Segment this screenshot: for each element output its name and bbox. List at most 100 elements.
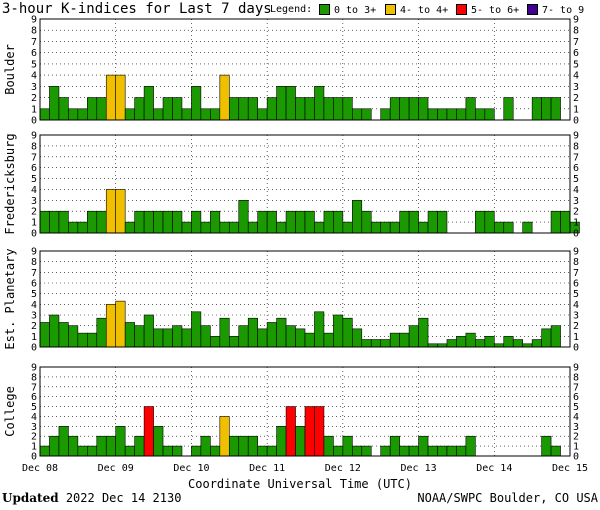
k-bar — [143, 406, 154, 457]
k-bar — [143, 86, 154, 121]
k-bar — [285, 406, 296, 457]
k-bar — [408, 210, 419, 234]
k-bar — [418, 221, 429, 234]
k-bar — [200, 108, 211, 121]
y-tick-label-right: 7 — [573, 152, 579, 163]
y-tick-label-left: 9 — [31, 363, 37, 374]
k-bar — [427, 445, 438, 457]
y-tick-label-right: 9 — [573, 15, 579, 26]
k-bar — [361, 339, 372, 348]
k-bar — [389, 221, 400, 234]
y-tick-label-right: 0 — [573, 229, 579, 240]
k-bar — [503, 336, 514, 348]
k-bar — [352, 445, 363, 457]
legend-text-red: 5- to 6+ — [471, 5, 520, 16]
k-bar — [437, 445, 448, 457]
k-bar — [285, 210, 296, 234]
x-tick-label: Dec 13 — [401, 463, 437, 474]
y-tick-label-left: 3 — [31, 82, 37, 93]
legend-text-purple: 7- to 9 — [542, 5, 585, 16]
x-tick-label: Dec 12 — [325, 463, 361, 474]
y-tick-label-right: 6 — [573, 279, 579, 290]
k-bar — [39, 108, 50, 121]
k-bar — [550, 210, 561, 234]
k-bar — [143, 210, 154, 234]
k-bar — [380, 221, 391, 234]
y-tick-label-left: 5 — [31, 174, 37, 185]
k-bar — [550, 445, 561, 457]
k-bar — [200, 325, 211, 348]
k-bar — [105, 435, 117, 457]
k-bar — [228, 435, 240, 457]
k-bar — [323, 332, 334, 348]
k-bar — [68, 435, 79, 457]
k-bar — [418, 317, 429, 348]
k-bar — [446, 339, 457, 348]
k-bar — [342, 221, 353, 234]
y-tick-label-left: 4 — [31, 185, 37, 196]
k-bar — [446, 445, 457, 457]
k-bar — [105, 189, 117, 234]
k-bar — [77, 445, 88, 457]
k-bar — [134, 325, 145, 348]
station-label: Fredericksburg — [3, 133, 17, 234]
k-bar — [276, 86, 287, 121]
k-bar — [257, 445, 268, 457]
k-bar — [323, 210, 334, 234]
legend-item-green: 0 to 3+ — [319, 4, 376, 16]
k-bar — [541, 328, 552, 348]
k-bar — [456, 336, 467, 348]
y-tick-label-left: 5 — [31, 402, 37, 413]
y-tick-label-left: 3 — [31, 422, 37, 433]
k-bar — [446, 108, 457, 121]
y-tick-label-left: 8 — [31, 141, 37, 152]
station-label: Boulder — [3, 44, 17, 95]
station-label: College — [3, 386, 17, 437]
station-label: Est. Planetary — [3, 248, 17, 349]
k-bar — [200, 221, 211, 234]
k-bar — [219, 74, 230, 121]
x-tick-label: Dec 09 — [98, 463, 134, 474]
x-tick-label: Dec 14 — [476, 463, 512, 474]
k-bar — [361, 108, 372, 121]
k-bar — [352, 108, 363, 121]
k-bar — [380, 445, 391, 457]
k-bar — [247, 435, 258, 457]
k-bar — [247, 221, 258, 234]
legend-item-yellow: 4- to 4+ — [385, 4, 448, 16]
k-bar — [134, 210, 145, 234]
k-bar — [427, 108, 438, 121]
k-bar — [238, 435, 249, 457]
k-bar — [484, 336, 495, 348]
y-tick-label-left: 6 — [31, 163, 37, 174]
k-bar — [162, 97, 173, 121]
k-bar — [77, 108, 88, 121]
k-bar — [162, 210, 173, 234]
k-bar — [541, 435, 552, 457]
k-bar — [285, 86, 296, 121]
x-tick-label: Dec 08 — [22, 463, 58, 474]
k-bar — [68, 221, 79, 234]
y-tick-label-right: 2 — [573, 432, 579, 443]
k-bar — [266, 445, 277, 457]
k-bar — [418, 435, 429, 457]
y-tick-label-right: 9 — [573, 363, 579, 374]
k-bar — [87, 332, 98, 348]
y-tick-label-left: 8 — [31, 26, 37, 37]
k-bar — [550, 325, 561, 348]
k-bar — [58, 426, 69, 457]
k-bar — [105, 74, 117, 121]
k-bar — [333, 314, 344, 348]
k-bar — [418, 97, 429, 121]
k-bar — [153, 328, 164, 348]
y-tick-label-right: 4 — [573, 185, 579, 196]
k-bar — [87, 210, 98, 234]
y-tick-label-left: 3 — [31, 311, 37, 322]
k-bar — [153, 210, 164, 234]
k-bar — [484, 108, 495, 121]
k-bar — [399, 210, 410, 234]
y-tick-label-right: 2 — [573, 207, 579, 218]
k-bar — [475, 210, 486, 234]
k-bar — [162, 328, 173, 348]
y-tick-label-right: 3 — [573, 196, 579, 207]
